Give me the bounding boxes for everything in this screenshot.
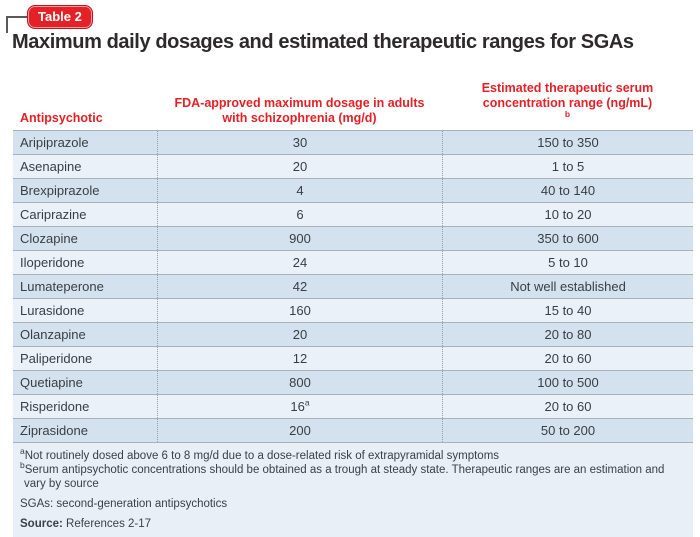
column-header-antipsychotic: Antipsychotic — [20, 111, 103, 125]
dose-cell: 6 — [157, 203, 442, 226]
drug-name-cell: Iloperidone — [20, 255, 85, 270]
dose-cell: 16a — [157, 395, 442, 418]
footnote-a-marker: a — [20, 446, 25, 457]
range-cell: 20 to 60 — [442, 347, 693, 370]
drug-name-cell: Aripiprazole — [20, 135, 89, 150]
table-row: Lumateperone 42 Not well established — [13, 275, 693, 299]
range-cell: 15 to 40 — [442, 299, 693, 322]
table-row: Risperidone 16a 20 to 60 — [13, 395, 693, 419]
table-row: Paliperidone 12 20 to 60 — [13, 347, 693, 371]
source-label: Source: — [20, 518, 63, 530]
range-cell: 10 to 20 — [442, 203, 693, 226]
corner-bracket — [6, 16, 30, 33]
drug-name-cell: Ziprasidone — [20, 423, 88, 438]
range-cell: 5 to 10 — [442, 251, 693, 274]
range-cell: 40 to 140 — [442, 179, 693, 202]
table-row: Brexpiprazole 4 40 to 140 — [13, 179, 693, 203]
range-cell: 20 to 60 — [442, 395, 693, 418]
dose-cell: 12 — [157, 347, 442, 370]
drug-name-cell: Asenapine — [20, 159, 82, 174]
range-cell: 150 to 350 — [442, 131, 693, 154]
dose-cell: 42 — [157, 275, 442, 298]
range-cell: Not well established — [442, 275, 693, 298]
dose-cell: 20 — [157, 155, 442, 178]
footnote-marker-a: a — [304, 397, 310, 408]
footnotes-panel: aNot routinely dosed above 6 to 8 mg/d d… — [13, 443, 693, 537]
column-header-max-dosage: FDA-approved maximum dosage in adults wi… — [174, 96, 425, 125]
table-row: Olanzapine 20 20 to 80 — [13, 323, 693, 347]
column-header-serum-range: Estimated therapeutic serum concentratio… — [481, 81, 654, 119]
drug-name-cell: Lurasidone — [20, 303, 85, 318]
dosage-table: Antipsychotic FDA-approved maximum dosag… — [13, 66, 693, 537]
drug-name-cell: Clozapine — [20, 231, 78, 246]
table-body: Aripiprazole 30 150 to 350 Asenapine 20 … — [13, 130, 693, 443]
range-cell: 20 to 80 — [442, 323, 693, 346]
table-row: Iloperidone 24 5 to 10 — [13, 251, 693, 275]
range-cell: 350 to 600 — [442, 227, 693, 250]
table-row: Ziprasidone 200 50 to 200 — [13, 419, 693, 443]
drug-name-cell: Quetiapine — [20, 375, 83, 390]
drug-name-cell: Cariprazine — [20, 207, 87, 222]
table-row: Clozapine 900 350 to 600 — [13, 227, 693, 251]
table-header-row: Antipsychotic FDA-approved maximum dosag… — [13, 66, 693, 130]
dose-cell: 200 — [157, 419, 442, 442]
dose-cell: 24 — [157, 251, 442, 274]
range-cell: 100 to 500 — [442, 371, 693, 394]
drug-name-cell: Olanzapine — [20, 327, 86, 342]
footnote-b: bSerum antipsychotic concentrations shou… — [20, 460, 665, 490]
table-row: Lurasidone 160 15 to 40 — [13, 299, 693, 323]
table-row: Asenapine 20 1 to 5 — [13, 155, 693, 179]
dose-cell: 800 — [157, 371, 442, 394]
footnote-a: aNot routinely dosed above 6 to 8 mg/d d… — [20, 446, 500, 462]
footnote-b-marker: b — [20, 460, 25, 471]
footnote-marker-b: b — [564, 108, 571, 119]
table-row: Cariprazine 6 10 to 20 — [13, 203, 693, 227]
table-title: Maximum daily dosages and estimated ther… — [12, 31, 634, 53]
table-row: Quetiapine 800 100 to 500 — [13, 371, 693, 395]
dose-cell: 160 — [157, 299, 442, 322]
dose-cell: 4 — [157, 179, 442, 202]
table-number-badge: Table 2 — [27, 5, 93, 29]
dose-cell: 30 — [157, 131, 442, 154]
range-cell: 1 to 5 — [442, 155, 693, 178]
drug-name-cell: Risperidone — [20, 399, 90, 414]
source-note: Source: References 2-17 — [20, 518, 152, 530]
dose-cell: 20 — [157, 323, 442, 346]
drug-name-cell: Paliperidone — [20, 351, 93, 366]
abbreviation-note: SGAs: second-generation antipsychotics — [20, 498, 228, 510]
range-cell: 50 to 200 — [442, 419, 693, 442]
table-row: Aripiprazole 30 150 to 350 — [13, 131, 693, 155]
drug-name-cell: Brexpiprazole — [20, 183, 100, 198]
dose-cell: 900 — [157, 227, 442, 250]
drug-name-cell: Lumateperone — [20, 279, 104, 294]
